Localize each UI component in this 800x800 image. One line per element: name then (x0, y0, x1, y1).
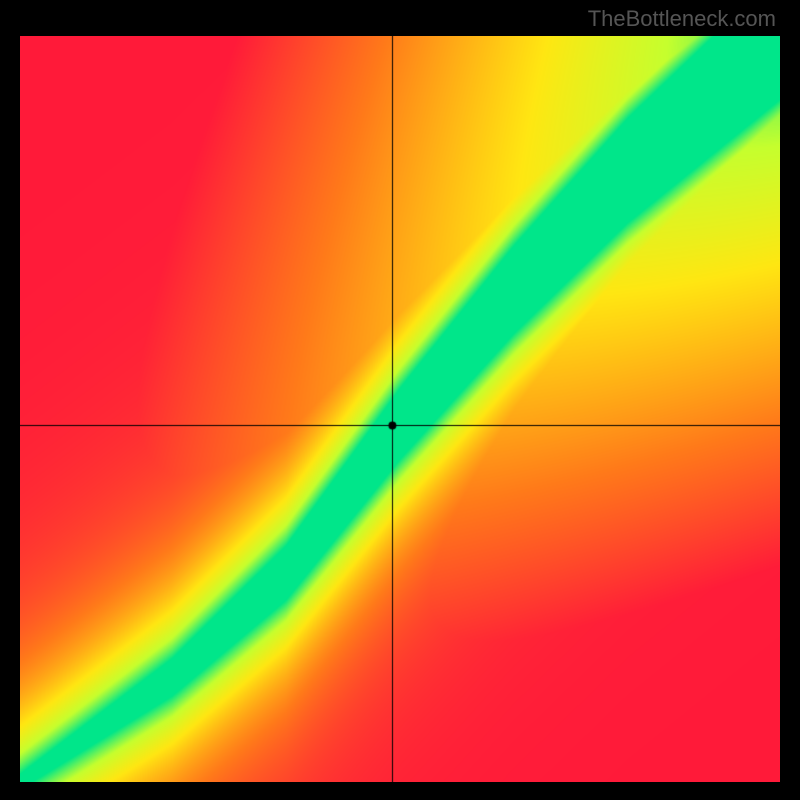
crosshair-overlay (20, 36, 780, 782)
watermark-text: TheBottleneck.com (588, 6, 776, 32)
chart-container: TheBottleneck.com (0, 0, 800, 800)
